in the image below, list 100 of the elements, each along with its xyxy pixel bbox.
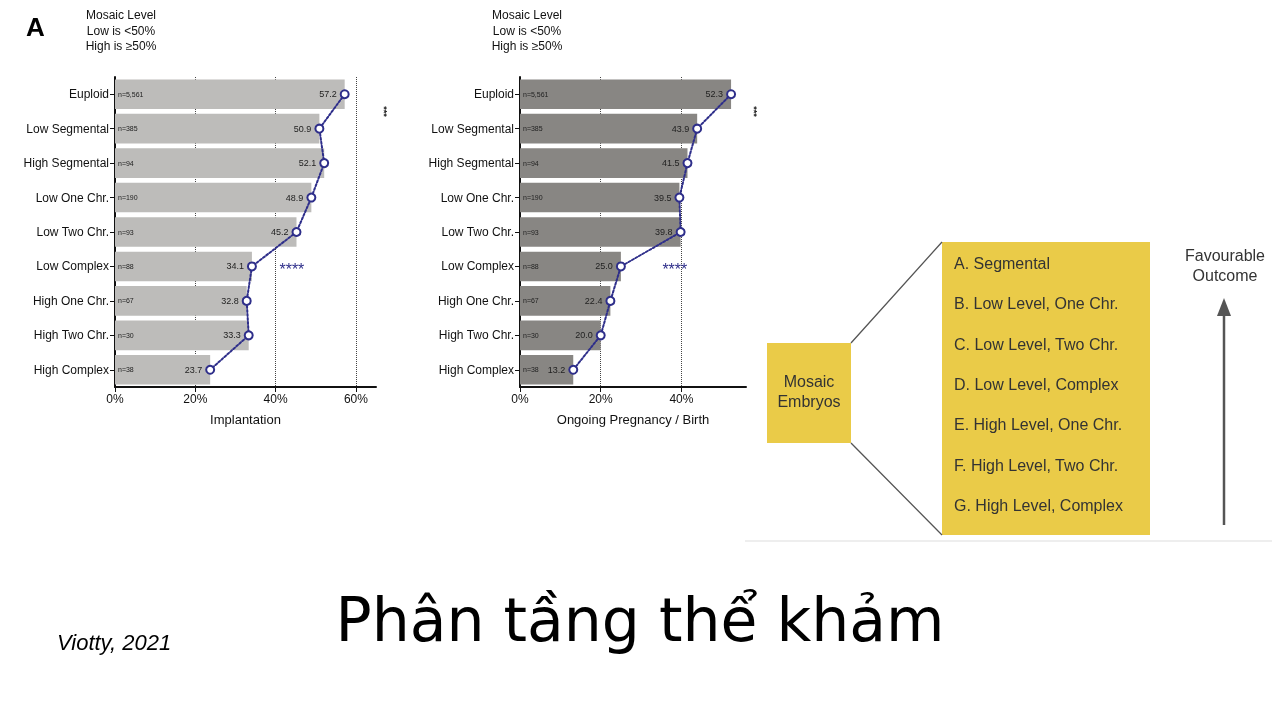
point xyxy=(314,123,325,134)
point xyxy=(726,89,737,100)
data-label: 13.2 xyxy=(547,364,566,375)
chart-title: Mosaic Level xyxy=(85,8,157,22)
bar xyxy=(520,182,680,213)
x-tick-label: 40% xyxy=(669,392,694,406)
y-tick-label: Euploid xyxy=(473,87,514,102)
text: *** xyxy=(749,106,759,118)
y-tick-label: High Segmental xyxy=(23,156,109,171)
point xyxy=(205,364,216,375)
y-tick-label: High Segmental xyxy=(428,156,514,171)
y-tick-label: Euploid xyxy=(68,87,109,102)
text: Mosaic Embryos xyxy=(776,372,842,412)
text: A xyxy=(26,12,45,42)
point xyxy=(605,295,616,306)
text: Viotty, 2021 xyxy=(57,630,172,656)
data-label: 39.8 xyxy=(655,227,673,237)
y-tick-label: High Two Chr. xyxy=(438,328,514,343)
annotation: **** xyxy=(662,261,688,279)
text: C. Low Level, Two Chr. xyxy=(954,335,1119,354)
chart-title: Mosaic Level xyxy=(491,8,563,22)
x-tick-label: 60% xyxy=(343,392,369,406)
point xyxy=(246,261,257,272)
x-tick-label: 0% xyxy=(511,392,529,406)
point xyxy=(241,295,252,306)
data-label: 20.0 xyxy=(575,330,593,341)
x-tick-label: 40% xyxy=(263,392,288,406)
point xyxy=(243,330,254,341)
point xyxy=(339,89,350,100)
bar xyxy=(520,148,688,178)
y-tick-label: High One Chr. xyxy=(32,293,109,308)
x-tick-label: 20% xyxy=(183,392,208,406)
bar xyxy=(520,320,601,351)
data-label: 23.7 xyxy=(184,364,203,375)
y-tick-label: Low Segmental xyxy=(431,121,514,136)
bar xyxy=(115,217,297,247)
y-tick-label: High One Chr. xyxy=(437,293,514,308)
data-label: 45.2 xyxy=(270,227,289,237)
data-label: 22.4 xyxy=(584,295,603,306)
bar xyxy=(115,113,320,144)
data-label: 52.1 xyxy=(298,158,317,169)
y-tick-label: Low One Chr. xyxy=(35,190,109,205)
x-tick-label: 20% xyxy=(588,392,614,406)
y-tick-label: Low Complex xyxy=(441,259,514,274)
data-label: 41.5 xyxy=(661,158,680,169)
point xyxy=(306,192,317,203)
y-tick-label: Low Two Chr. xyxy=(36,225,109,239)
point xyxy=(319,158,330,169)
point xyxy=(291,227,302,237)
y-tick-label: Low Segmental xyxy=(26,121,109,136)
bar xyxy=(520,217,681,247)
bar xyxy=(520,251,621,282)
chart-subtitle: Low is <50% High is ≥50% xyxy=(491,23,563,53)
data-label: 39.5 xyxy=(653,192,672,203)
point xyxy=(692,123,703,134)
point xyxy=(682,158,693,169)
bar xyxy=(115,354,211,385)
y-tick-label: High Two Chr. xyxy=(33,328,109,343)
bar xyxy=(115,182,312,213)
text: Favourable Outcome xyxy=(1183,246,1266,286)
text: D. Low Level, Complex xyxy=(954,375,1119,394)
bar xyxy=(115,286,247,316)
data-label: 52.3 xyxy=(705,89,724,100)
bar xyxy=(115,79,345,110)
bar xyxy=(115,320,249,351)
bar xyxy=(520,79,732,110)
point xyxy=(568,364,579,375)
data-label: 33.3 xyxy=(223,330,241,341)
data-label: 48.9 xyxy=(285,192,304,203)
y-tick-label: Low One Chr. xyxy=(440,190,514,205)
y-tick-label: High Complex xyxy=(33,362,109,377)
text: F. High Level, Two Chr. xyxy=(954,456,1119,475)
y-tick-label: Low Two Chr. xyxy=(441,225,514,239)
bar xyxy=(520,113,698,144)
data-label: 43.9 xyxy=(671,123,690,134)
text: B. Low Level, One Chr. xyxy=(954,295,1119,314)
x-axis-title: Implantation xyxy=(210,412,281,427)
bar xyxy=(115,148,325,178)
chart-subtitle: Low is <50% High is ≥50% xyxy=(85,23,157,53)
bar xyxy=(520,354,574,385)
text: Phân tầng thể khảm xyxy=(335,585,945,655)
x-tick-label: 0% xyxy=(106,392,124,406)
data-label: 57.2 xyxy=(319,89,337,100)
data-label: 34.1 xyxy=(226,261,244,272)
point xyxy=(615,261,626,272)
point xyxy=(675,227,686,237)
text: *** xyxy=(379,106,389,118)
data-label: 32.8 xyxy=(221,295,239,306)
point xyxy=(674,192,685,203)
annotation: **** xyxy=(279,261,305,279)
text: E. High Level, One Chr. xyxy=(954,416,1123,435)
data-label: 50.9 xyxy=(293,123,312,134)
y-tick-label: High Complex xyxy=(438,362,514,377)
y-tick-label: Low Complex xyxy=(36,259,109,274)
text: A. Segmental xyxy=(954,255,1051,273)
bar xyxy=(115,251,252,282)
point xyxy=(595,330,606,341)
data-label: 25.0 xyxy=(595,261,613,272)
text: G. High Level, Complex xyxy=(954,496,1123,515)
bar xyxy=(520,286,611,316)
